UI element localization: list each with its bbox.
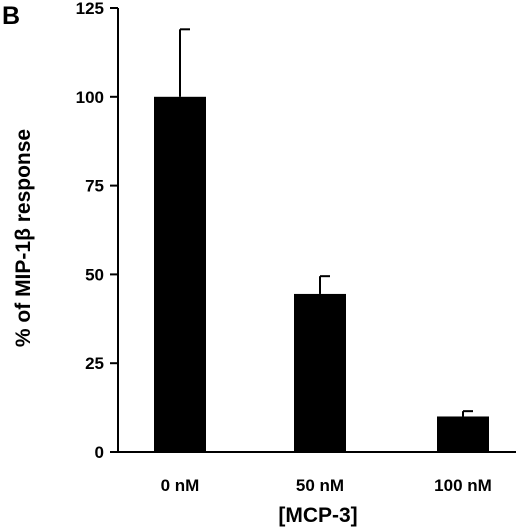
y-tick-label: 75 — [85, 177, 104, 196]
bar — [437, 416, 489, 452]
y-axis-ticks: 0 25 50 75 100 125 — [76, 0, 118, 462]
panel-label: B — [2, 2, 20, 30]
y-tick-label: 25 — [85, 354, 104, 373]
x-axis-title: [MCP-3] — [278, 504, 357, 527]
category-label: 0 nM — [161, 476, 200, 495]
y-tick-label: 125 — [76, 0, 104, 18]
category-label: 100 nM — [434, 476, 492, 495]
y-axis-title: % of MIP-1β response — [12, 129, 35, 347]
category-label: 50 nM — [296, 476, 344, 495]
y-tick-label: 100 — [76, 88, 104, 107]
error-bars — [179, 28, 473, 417]
category-labels: 0 nM 50 nM 100 nM — [161, 476, 492, 495]
bar — [154, 96, 206, 453]
y-tick-label: 50 — [85, 265, 104, 284]
y-tick-label: 0 — [95, 443, 104, 462]
bar — [294, 293, 346, 452]
bars — [154, 96, 489, 453]
